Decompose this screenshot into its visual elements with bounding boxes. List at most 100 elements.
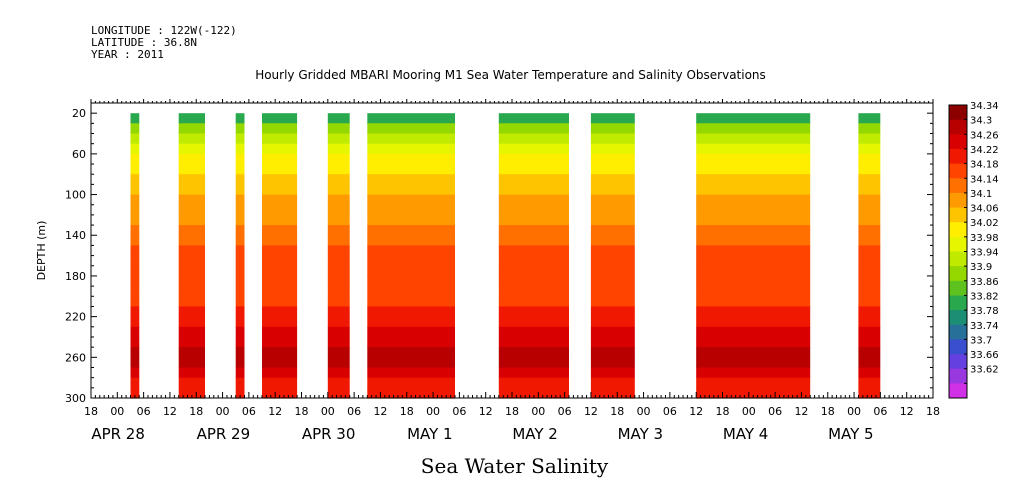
- colorbar-swatch: [949, 119, 967, 135]
- salinity-cell: [590, 174, 635, 185]
- salinity-cell: [235, 326, 245, 338]
- salinity-cell: [327, 225, 350, 236]
- salinity-cell: [235, 377, 245, 389]
- salinity-cell: [590, 265, 635, 277]
- salinity-cell: [262, 225, 298, 236]
- salinity-cell: [498, 255, 569, 267]
- salinity-cell: [130, 316, 140, 328]
- plot-title: Hourly Gridded MBARI Mooring M1 Sea Wate…: [255, 68, 766, 82]
- colorbar-swatch: [949, 310, 967, 326]
- x-hour-label: 06: [768, 405, 782, 418]
- salinity-cell: [178, 245, 205, 257]
- salinity-cell: [367, 377, 455, 389]
- x-hour-label: 12: [584, 405, 598, 418]
- colorbar-swatch: [949, 163, 967, 179]
- colorbar-label: 33.66: [970, 350, 999, 361]
- salinity-cell: [178, 174, 205, 185]
- salinity-cell: [235, 275, 245, 287]
- colorbar-swatch: [949, 354, 967, 370]
- salinity-cell: [696, 214, 811, 226]
- salinity-cell: [178, 265, 205, 277]
- salinity-cell: [178, 123, 205, 135]
- salinity-cell: [858, 286, 881, 297]
- salinity-cell: [178, 225, 205, 236]
- colorbar-swatch: [949, 295, 967, 311]
- salinity-cell: [130, 387, 140, 399]
- salinity-cell: [696, 387, 811, 399]
- salinity-cell: [590, 275, 635, 287]
- salinity-cell: [590, 357, 635, 369]
- x-date-label: MAY 5: [828, 425, 874, 443]
- salinity-cell: [498, 245, 569, 257]
- colorbar-label: 34.06: [970, 204, 999, 215]
- salinity-cell: [590, 164, 635, 175]
- salinity-cell: [498, 174, 569, 185]
- salinity-cell: [262, 153, 298, 165]
- salinity-cell: [178, 184, 205, 196]
- salinity-cell: [367, 265, 455, 277]
- salinity-cell: [178, 255, 205, 267]
- salinity-cell: [498, 164, 569, 175]
- colorbar-label: 34.34: [970, 101, 999, 112]
- salinity-cell: [130, 306, 140, 318]
- salinity-cell: [327, 184, 350, 196]
- salinity-cell: [367, 255, 455, 267]
- salinity-cell: [367, 214, 455, 226]
- salinity-cell: [178, 113, 205, 124]
- salinity-cell: [498, 286, 569, 297]
- data-period: [327, 113, 350, 399]
- longitude-label: LONGITUDE : 122W(-122): [91, 24, 237, 37]
- salinity-cell: [235, 235, 245, 246]
- x-hour-label: 18: [189, 405, 203, 418]
- x-hour-label: 18: [400, 405, 414, 418]
- salinity-cell: [367, 204, 455, 216]
- salinity-cell: [262, 357, 298, 369]
- x-hour-label: 00: [426, 405, 440, 418]
- salinity-cell: [262, 123, 298, 135]
- salinity-cell: [858, 275, 881, 287]
- salinity-cell: [235, 316, 245, 328]
- salinity-cell: [130, 143, 140, 155]
- salinity-cell: [367, 153, 455, 165]
- x-hour-label: 12: [900, 405, 914, 418]
- x-hour-label: 18: [926, 405, 940, 418]
- salinity-cell: [327, 377, 350, 389]
- salinity-cell: [178, 326, 205, 338]
- salinity-cell: [696, 143, 811, 155]
- salinity-cell: [327, 245, 350, 257]
- y-tick-label: 220: [65, 311, 86, 324]
- salinity-cell: [327, 296, 350, 308]
- salinity-cell: [498, 377, 569, 389]
- salinity-cell: [858, 367, 881, 379]
- salinity-cell: [235, 204, 245, 216]
- salinity-cell: [367, 337, 455, 348]
- salinity-cell: [235, 153, 245, 165]
- salinity-cell: [178, 377, 205, 389]
- salinity-cell: [130, 204, 140, 216]
- salinity-cell: [590, 235, 635, 246]
- colorbar-swatch: [949, 236, 967, 252]
- x-hour-label: 12: [479, 405, 493, 418]
- salinity-cell: [130, 377, 140, 389]
- salinity-cell: [696, 245, 811, 257]
- salinity-cell: [235, 296, 245, 308]
- salinity-cell: [178, 306, 205, 318]
- salinity-cell: [858, 133, 881, 145]
- salinity-cell: [367, 367, 455, 379]
- salinity-cell: [130, 347, 140, 358]
- salinity-cell: [696, 347, 811, 358]
- data-period: [130, 113, 140, 399]
- y-tick-label: 260: [65, 351, 86, 364]
- salinity-cell: [696, 153, 811, 165]
- colorbar-label: 34.1: [970, 189, 992, 200]
- y-tick-label: 60: [72, 148, 86, 161]
- salinity-cell: [498, 153, 569, 165]
- salinity-cell: [130, 235, 140, 246]
- salinity-cell: [696, 113, 811, 124]
- salinity-cell: [367, 133, 455, 145]
- salinity-cell: [327, 337, 350, 348]
- colorbar-swatch: [949, 339, 967, 355]
- data-period: [367, 113, 455, 399]
- salinity-cell: [235, 143, 245, 155]
- salinity-cell: [262, 164, 298, 175]
